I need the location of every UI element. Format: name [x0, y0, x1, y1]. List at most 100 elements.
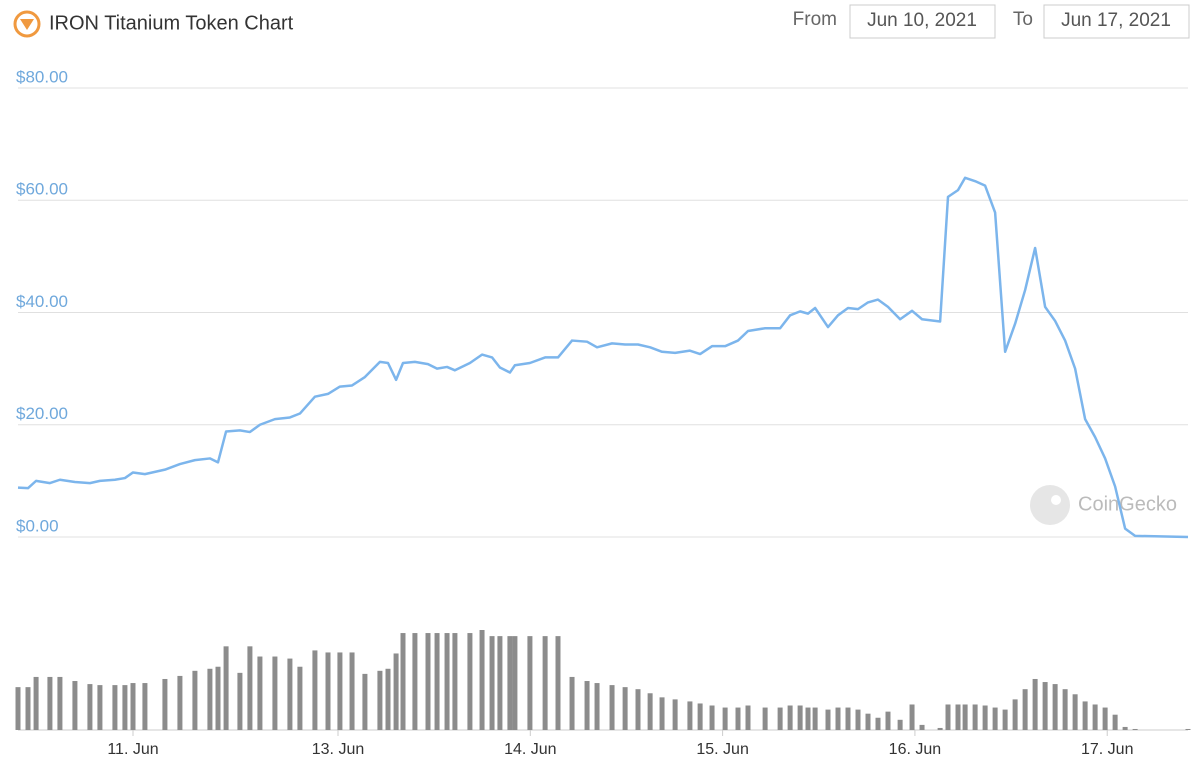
volume-bar: [797, 705, 803, 730]
volume-bar: [177, 675, 183, 730]
volume-bar: [207, 668, 213, 730]
volume-bar: [87, 684, 93, 730]
volume-bar: [659, 697, 665, 730]
volume-bar: [400, 633, 406, 730]
volume-bar: [722, 707, 728, 730]
volume-bar: [982, 705, 988, 730]
volume-bar: [47, 676, 53, 730]
x-tick-label: 14. Jun: [504, 741, 556, 758]
volume-bar: [1032, 678, 1038, 730]
chart-title: IRON Titanium Token Chart: [49, 12, 294, 34]
volume-bar: [122, 685, 128, 730]
volume-bar: [875, 717, 881, 730]
volume-bar: [223, 646, 229, 730]
volume-bar: [497, 636, 503, 730]
volume-bar: [635, 689, 641, 730]
volume-bar: [385, 668, 391, 730]
volume-bar: [777, 707, 783, 730]
volume-bar: [1052, 684, 1058, 730]
volume-bar: [257, 656, 263, 730]
volume-bar: [672, 699, 678, 730]
volume-bar: [1112, 714, 1118, 730]
volume-bar: [1012, 699, 1018, 730]
watermark: CoinGecko: [1078, 493, 1177, 515]
volume-bar: [142, 683, 148, 730]
to-date[interactable]: Jun 17, 2021: [1061, 10, 1171, 31]
volume-bar: [467, 633, 473, 730]
volume-bar: [72, 681, 78, 730]
volume-bar: [697, 703, 703, 730]
volume-bar: [337, 652, 343, 730]
volume-bar: [362, 673, 368, 730]
to-date-box[interactable]: [1043, 4, 1190, 39]
volume-bar: [1082, 701, 1088, 730]
volume-bar: [647, 693, 653, 730]
volume-bar: [215, 666, 221, 730]
volume-bar: [805, 707, 811, 730]
volume-bar: [762, 707, 768, 730]
x-tick-label: 13. Jun: [312, 741, 364, 758]
volume-bar: [885, 711, 891, 730]
from-label: From: [793, 9, 837, 30]
volume-bar: [1132, 728, 1138, 730]
volume-bar: [33, 676, 39, 730]
volume-bar: [1122, 726, 1128, 730]
volume-bar: [687, 701, 693, 730]
volume-bar: [542, 636, 548, 730]
volume-bar: [377, 670, 383, 730]
volume-bar: [1002, 709, 1008, 730]
volume-bar: [745, 705, 751, 730]
volume-bar: [812, 707, 818, 730]
y-tick-label: $20.00: [16, 404, 68, 423]
volume-bar: [312, 650, 318, 730]
volume-bar: [97, 685, 103, 730]
to-label: To: [1013, 9, 1033, 30]
volume-bar: [962, 704, 968, 730]
volume-bar: [945, 704, 951, 730]
volume-bar: [594, 683, 600, 730]
y-tick-label: $40.00: [16, 292, 68, 311]
volume-bar: [622, 687, 628, 730]
volume-bar: [835, 707, 841, 730]
volume-bar: [855, 709, 861, 730]
volume-bar: [507, 636, 513, 730]
volume-bar: [992, 707, 998, 730]
volume-bar: [909, 704, 915, 730]
volume-bar: [735, 707, 741, 730]
volume-bar: [479, 630, 485, 730]
y-tick-label: $80.00: [16, 67, 68, 86]
volume-bar: [247, 646, 253, 730]
volume-bar: [57, 676, 63, 730]
volume-bar: [527, 636, 533, 730]
volume-bar: [192, 670, 198, 730]
from-date-box[interactable]: [849, 4, 996, 39]
volume-bar: [709, 705, 715, 730]
volume-bar: [609, 685, 615, 730]
volume-bar: [1022, 689, 1028, 730]
x-tick-label: 15. Jun: [696, 741, 748, 758]
volume-bar: [434, 633, 440, 730]
volume-bar: [919, 724, 925, 730]
from-date[interactable]: Jun 10, 2021: [867, 10, 977, 31]
volume-bar: [25, 687, 31, 730]
x-tick-label: 11. Jun: [107, 741, 158, 758]
volume-bar: [972, 704, 978, 730]
volume-bar: [272, 656, 278, 730]
volume-bar: [15, 687, 21, 730]
volume-bar: [393, 653, 399, 730]
price-line: [17, 176, 1189, 539]
logo: [13, 10, 41, 38]
y-tick-label: $60.00: [16, 180, 68, 199]
volume-bar: [112, 685, 118, 730]
volume-bar: [297, 666, 303, 730]
volume-bar: [825, 709, 831, 730]
volume-bar: [1185, 728, 1191, 730]
volume-bar: [489, 636, 495, 730]
volume-bar: [787, 705, 793, 730]
volume-bar: [1042, 682, 1048, 730]
volume-bar: [845, 707, 851, 730]
x-tick-label: 17. Jun: [1081, 741, 1133, 758]
volume-bar: [865, 713, 871, 730]
